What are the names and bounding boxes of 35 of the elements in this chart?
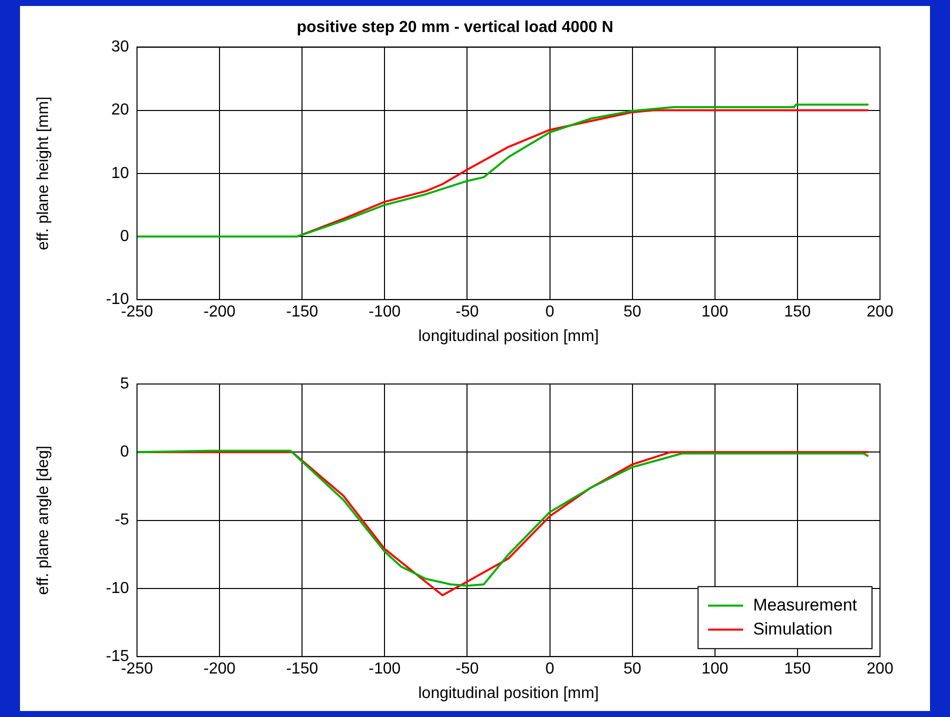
y-tick-label: 0 — [120, 444, 130, 461]
x-tick-label: -50 — [456, 304, 479, 321]
x-tick-label: 0 — [545, 660, 554, 678]
legend-label: Simulation — [753, 619, 832, 638]
y-axis-title: eff. plane angle [deg] — [35, 446, 52, 595]
y-tick-label: 0 — [120, 228, 130, 245]
x-tick-label: -200 — [204, 304, 236, 321]
x-tick-label: 200 — [866, 660, 894, 678]
chart-title: positive step 20 mm - vertical load 4000 N — [296, 19, 614, 36]
x-tick-label: 100 — [702, 660, 728, 678]
x-tick-label: 150 — [784, 660, 811, 678]
x-tick-label: 150 — [784, 304, 811, 321]
x-tick-label: -150 — [286, 304, 318, 321]
y-tick-label: 5 — [120, 375, 130, 392]
x-tick-label: 50 — [623, 304, 642, 321]
x-axis-title: longitudinal position [mm] — [418, 684, 599, 702]
x-tick-label: -100 — [368, 304, 401, 321]
x-tick-label: 50 — [623, 660, 642, 678]
x-tick-label: 100 — [702, 304, 728, 321]
y-tick-label: 20 — [111, 102, 130, 119]
x-axis-title: longitudinal position [mm] — [418, 328, 599, 345]
y-tick-label: 30 — [111, 38, 130, 56]
legend-label: Measurement — [753, 595, 858, 614]
x-tick-label: -150 — [286, 660, 318, 678]
x-tick-label: -100 — [368, 660, 401, 678]
y-tick-label: -10 — [106, 580, 130, 597]
y-tick-label: 10 — [111, 164, 130, 182]
y-axis-title: eff. plane height [mm] — [35, 96, 52, 250]
x-tick-label: -250 — [120, 304, 154, 321]
x-tick-label: -250 — [120, 660, 154, 678]
y-tick-label: -5 — [114, 512, 130, 529]
x-tick-label: -200 — [204, 660, 236, 678]
x-tick-label: -50 — [456, 660, 479, 678]
x-tick-label: 200 — [866, 304, 894, 321]
x-tick-label: 0 — [545, 304, 554, 321]
